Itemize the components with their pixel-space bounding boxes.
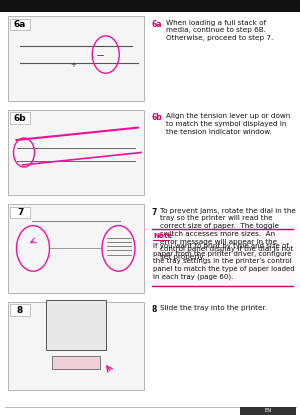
Text: 6b: 6b bbox=[14, 114, 26, 123]
Text: If you want to print by type and size of
paper from the printer driver, configur: If you want to print by type and size of… bbox=[153, 243, 295, 280]
Bar bbox=[52, 356, 100, 369]
Bar bbox=[10, 19, 30, 30]
Bar bbox=[10, 207, 30, 218]
Text: Note: Note bbox=[153, 233, 172, 239]
Text: Align the tension lever up or down
to match the symbol displayed in
the tension : Align the tension lever up or down to ma… bbox=[166, 113, 290, 135]
Text: 6a: 6a bbox=[14, 20, 26, 29]
Text: 8: 8 bbox=[152, 305, 157, 314]
Bar bbox=[8, 110, 144, 195]
Bar bbox=[8, 204, 144, 293]
Text: 8: 8 bbox=[17, 305, 23, 315]
Text: 7: 7 bbox=[17, 208, 23, 217]
Text: Slide the tray into the printer.: Slide the tray into the printer. bbox=[160, 305, 268, 311]
Bar bbox=[8, 16, 144, 101]
Text: +: + bbox=[70, 62, 76, 68]
Text: When loading a full stack of
media, continue to step 6B.
Otherwise, proceed to s: When loading a full stack of media, cont… bbox=[166, 20, 273, 41]
Text: EN: EN bbox=[264, 408, 272, 413]
Bar bbox=[0, 0, 300, 12]
Bar bbox=[8, 302, 144, 390]
Text: 6b: 6b bbox=[152, 113, 162, 122]
Text: 6a: 6a bbox=[152, 20, 162, 29]
Bar bbox=[152, 229, 292, 286]
Bar bbox=[240, 407, 296, 415]
Text: 7: 7 bbox=[152, 208, 157, 217]
Text: To prevent jams, rotate the dial in the
tray so the printer will read the
correc: To prevent jams, rotate the dial in the … bbox=[160, 208, 296, 260]
Bar bbox=[46, 300, 106, 350]
Bar bbox=[10, 304, 30, 316]
Bar bbox=[10, 112, 30, 124]
